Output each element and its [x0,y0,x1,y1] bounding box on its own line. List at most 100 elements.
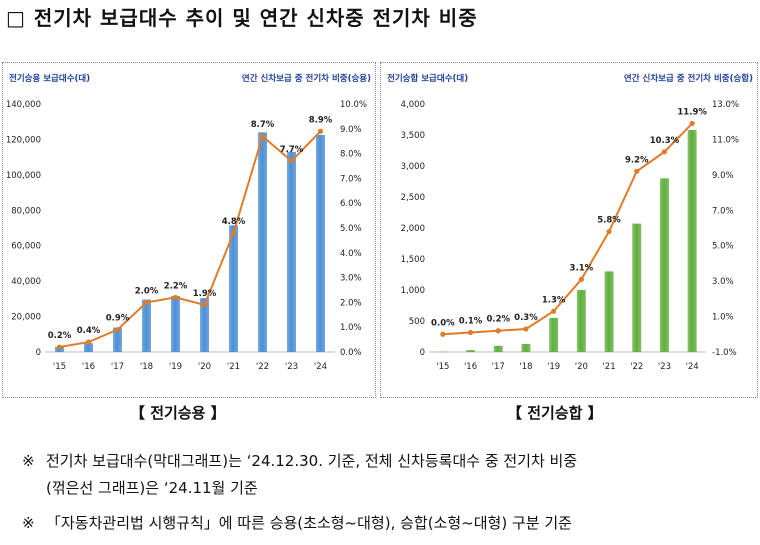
share-point [230,230,237,236]
bar-16 [466,350,476,352]
y-tick-label: 0 [36,348,41,358]
bar-17 [113,327,122,352]
x-tick-label: '20 [198,362,211,372]
y-tick-label: 0 [420,348,425,358]
footnote-1-text-2: (꺾은선 그래프)은 ‘24.11월 기준 [46,479,258,497]
x-tick-label: '15 [53,362,66,372]
x-tick-label: '19 [169,362,182,372]
chart-bus-svg: 전기승합 보급대수(대) 연간 신차보급 중 전기차 비중(승합) 0 500 1,00… [387,73,753,372]
y2-tick-label: 3.0% [712,277,734,287]
share-data-label: 8.9% [309,115,333,125]
share-point [578,276,584,282]
share-point [172,294,179,301]
footnote-1-text-1: 전기차 보급대수(막대그래프)는 ‘24.12.30. 기준, 전체 신차등록대… [46,452,578,470]
y2-tick-label: 1.0% [712,313,734,323]
bar-22 [632,223,642,352]
share-data-label: 0.9% [106,314,130,324]
y-tick-label: 4,000 [401,100,425,110]
share-point [634,168,640,174]
share-data-label: 2.2% [164,281,188,291]
share-point [259,133,266,139]
y-tick-label: 2,500 [401,193,425,203]
y2-tick-label: 1.0% [340,323,362,333]
y2-tick-label: 13.0% [712,100,739,110]
share-data-label: 8.7% [251,120,275,130]
x-tick-label: '19 [547,362,560,372]
x-tick-label: '20 [575,362,588,372]
bar-22 [258,132,267,352]
x-tick-label: '22 [630,362,643,372]
note-mark: ※ [22,452,35,470]
chart-panel-passenger: 전기승용 보급대수(대) 연간 신차보급 중 전기차 비중(승용) 0 20,000 4… [2,62,376,398]
y-tick-label: 120,000 [6,135,41,145]
x-tick-label: '23 [285,362,298,372]
share-point [143,299,150,305]
caption-bus: 【 전기승합 】 [507,404,603,422]
y2-tick-label: 6.0% [340,199,362,209]
y2-tick-label: 5.0% [340,224,362,234]
y-axis-title: 전기승합 보급대수(대) [387,73,468,84]
share-point [114,327,121,333]
footnote-1: ※ 전기차 보급대수(막대그래프)는 ‘24.12.30. 기준, 전체 신차등록… [22,448,754,502]
y2-axis-title: 연간 신차보급 중 전기차 비중(승용) [242,73,371,84]
x-tick-label: '17 [111,362,124,372]
y-tick-label: 3,000 [401,162,425,172]
y-tick-label: 20,000 [11,313,41,323]
y2-tick-label: 9.0% [712,171,734,181]
share-data-label: 10.3% [650,136,680,146]
bar-18 [521,343,531,352]
x-tick-label: '18 [519,362,532,372]
bar-19 [171,296,180,352]
chart-passenger-svg: 전기승용 보급대수(대) 연간 신차보급 중 전기차 비중(승용) 0 20,000 4… [6,73,371,372]
y-tick-label: 40,000 [11,277,41,287]
y-tick-label: 1,500 [401,255,425,265]
y-tick-label: 2,000 [401,224,425,234]
share-data-label: 3.1% [570,263,594,273]
y2-tick-label: 9.0% [340,125,362,135]
bar-17 [493,345,503,352]
share-line [59,130,322,349]
x-tick-label: '22 [256,362,269,372]
bar-23 [287,151,296,352]
y2-tick-label: 2.0% [340,298,362,308]
bar-20 [576,290,586,352]
y2-tick-label: 8.0% [340,150,362,160]
y2-tick-label: 4.0% [340,249,362,259]
share-line [442,122,693,336]
share-data-label: 1.3% [542,295,566,305]
y-tick-label: 140,000 [6,100,41,110]
share-data-label: 1.9% [193,289,217,299]
y-tick-label: 100,000 [6,171,41,181]
bar-18 [142,299,151,352]
share-point [85,339,92,345]
y-axis-title: 전기승용 보급대수(대) [9,73,90,84]
y2-tick-label: 3.0% [340,274,362,284]
x-tick-label: '21 [602,362,615,372]
share-data-label: 0.1% [459,317,483,327]
share-data-label: 0.2% [48,331,72,341]
y2-tick-label: 11.0% [712,135,739,145]
y-tick-label: 60,000 [11,242,41,252]
x-tick-label: '16 [464,362,477,372]
share-data-label: 7.7% [280,145,304,155]
share-point [201,302,208,308]
y2-tick-label: 10.0% [340,100,367,110]
x-tick-label: '17 [492,362,505,372]
share-data-label: 9.2% [625,155,649,165]
share-point [440,331,446,337]
share-data-label: 11.9% [677,107,707,117]
share-point [661,149,668,155]
y2-tick-label: 7.0% [712,206,734,216]
chart-panel-bus: 전기승합 보급대수(대) 연간 신차보급 중 전기차 비중(승합) 0 500 1,00… [380,62,758,398]
x-tick-label: '16 [82,362,95,372]
note-mark-2: ※ [22,514,35,532]
y2-tick-label: -1.0% [712,348,737,358]
share-data-label: 0.4% [77,326,101,336]
share-point [606,228,612,235]
y-tick-label: 500 [409,317,425,327]
share-point [317,128,324,134]
x-tick-label: '15 [436,362,449,372]
x-tick-label: '23 [658,362,671,372]
share-point [689,120,695,127]
share-point [495,328,501,334]
